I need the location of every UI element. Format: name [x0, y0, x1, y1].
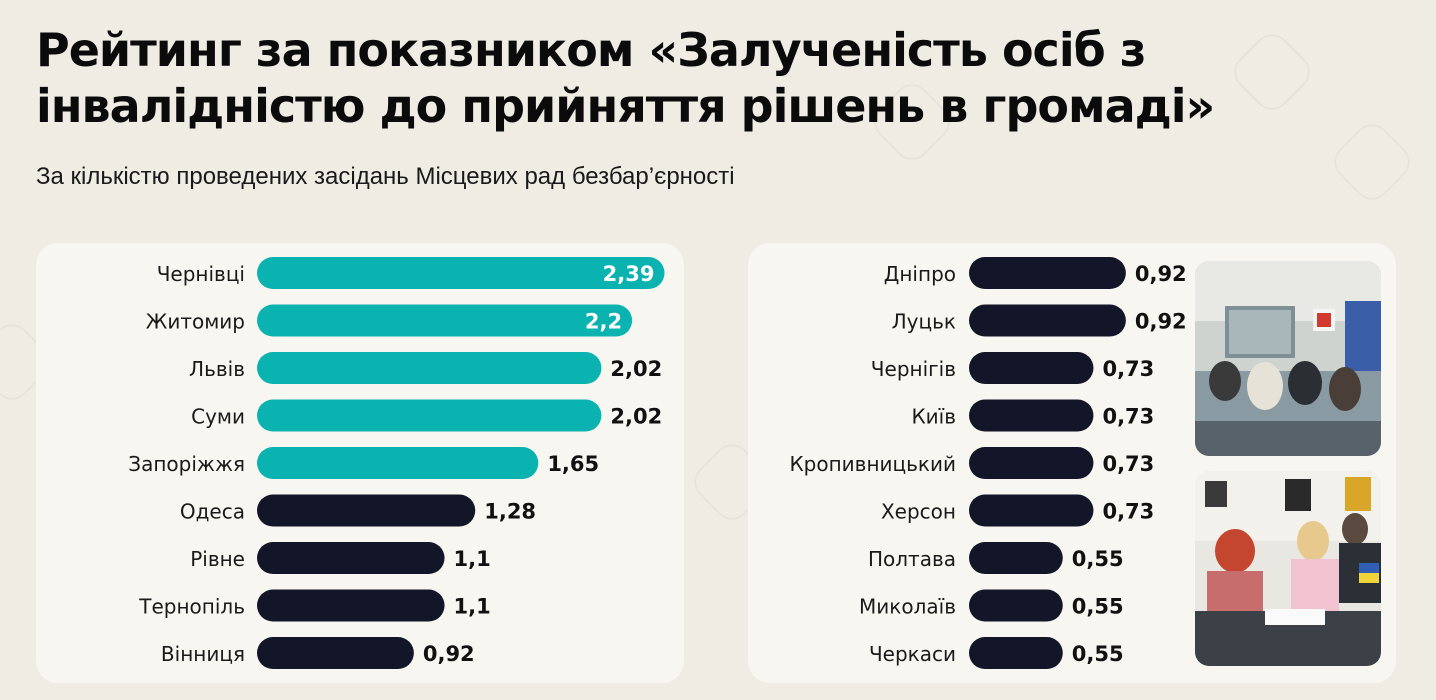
bar — [257, 542, 445, 574]
value-label: 2,02 — [610, 357, 662, 381]
value-label: 1,65 — [547, 452, 599, 476]
value-label: 0,55 — [1072, 547, 1124, 571]
bar — [257, 304, 633, 337]
value-label: 0,92 — [1135, 310, 1187, 334]
value-label: 0,92 — [423, 642, 475, 666]
category-label: Львів — [189, 357, 245, 381]
value-label: 1,28 — [484, 500, 536, 524]
value-label: 0,92 — [1135, 262, 1187, 286]
value-label: 0,73 — [1102, 452, 1154, 476]
category-label: Черкаси — [869, 642, 956, 666]
value-label: 0,55 — [1072, 642, 1124, 666]
value-label: 1,1 — [454, 547, 491, 571]
bar-chart-left: Чернівці 2,39 Житомир 2,2 Львів 2,02 Суми 2,02 З… — [128, 257, 665, 669]
category-label: Полтава — [868, 547, 956, 571]
category-label: Житомир — [146, 310, 245, 334]
bar-chart-right: Дніпро 0,92 Луцьк 0,92 Чернігів 0,73 Київ 0,73 К… — [789, 257, 1187, 669]
category-label: Кропивницький — [789, 452, 956, 476]
category-label: Чернівці — [157, 262, 245, 286]
bar — [969, 352, 1094, 384]
bar — [257, 447, 539, 479]
bar — [969, 542, 1063, 574]
page-title: Рейтинг за показником «Залученість осіб … — [36, 23, 1215, 133]
bar — [969, 304, 1126, 337]
category-label: Запоріжжя — [128, 452, 245, 476]
category-label: Херсон — [881, 500, 956, 524]
bar — [969, 447, 1094, 479]
category-label: Суми — [191, 405, 245, 429]
category-label: Одеса — [180, 500, 245, 524]
value-label: 2,2 — [585, 310, 622, 334]
bar — [969, 399, 1094, 432]
bar — [257, 589, 445, 622]
category-label: Вінниця — [161, 642, 245, 666]
value-label: 2,39 — [603, 262, 655, 286]
value-label: 0,73 — [1102, 405, 1154, 429]
category-label: Дніпро — [884, 262, 956, 286]
bar — [969, 257, 1126, 289]
bar — [257, 494, 476, 527]
value-label: 0,73 — [1102, 500, 1154, 524]
bar — [257, 257, 665, 289]
category-label: Київ — [911, 405, 956, 429]
chart-panel-left: Чернівці 2,39 Житомир 2,2 Львів 2,02 Суми 2,02 З… — [36, 243, 684, 683]
conference-room-photo — [1195, 261, 1381, 456]
category-label: Миколаїв — [859, 595, 956, 619]
page-subtitle: За кількістю проведених засідань Місцеви… — [36, 163, 735, 190]
bar — [969, 494, 1094, 527]
value-label: 1,1 — [454, 595, 491, 619]
bar — [969, 589, 1063, 622]
bar — [969, 637, 1063, 669]
category-label: Рівне — [190, 547, 245, 571]
bar — [257, 399, 602, 432]
value-label: 0,73 — [1102, 357, 1154, 381]
category-label: Чернігів — [871, 357, 956, 381]
meeting-table-photo — [1195, 471, 1381, 666]
value-label: 0,55 — [1072, 595, 1124, 619]
category-label: Тернопіль — [138, 595, 245, 619]
bar — [257, 637, 414, 669]
value-label: 2,02 — [610, 405, 662, 429]
category-label: Луцьк — [892, 310, 956, 334]
bar — [257, 352, 602, 384]
